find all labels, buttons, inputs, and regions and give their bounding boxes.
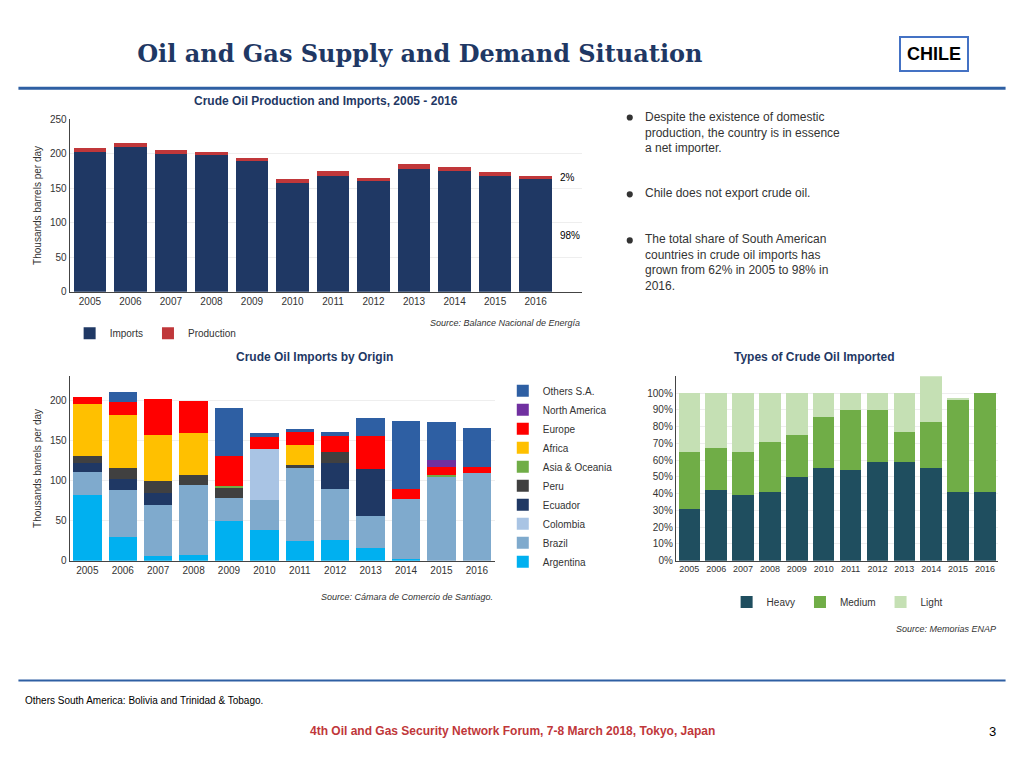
- svg-text:Argentina: Argentina: [543, 557, 586, 568]
- svg-text:250: 250: [50, 114, 67, 125]
- svg-text:Oil and Gas Supply and Demand: Oil and Gas Supply and Demand Situation: [137, 39, 702, 68]
- svg-text:2007: 2007: [160, 296, 183, 307]
- svg-text:2015: 2015: [948, 564, 968, 574]
- svg-text:2013: 2013: [360, 565, 383, 576]
- svg-text:Types of Crude Oil Imported: Types of Crude Oil Imported: [734, 350, 894, 364]
- svg-text:2007: 2007: [147, 565, 170, 576]
- svg-text:30%: 30%: [653, 505, 673, 516]
- svg-text:2016: 2016: [466, 565, 489, 576]
- svg-text:2008: 2008: [182, 565, 205, 576]
- svg-text:2%: 2%: [560, 172, 575, 183]
- svg-text:0: 0: [61, 286, 67, 297]
- svg-text:2013: 2013: [894, 564, 914, 574]
- svg-text:Colombia: Colombia: [543, 519, 586, 530]
- svg-text:20%: 20%: [653, 522, 673, 533]
- svg-text:Peru: Peru: [543, 481, 564, 492]
- svg-text:4th Oil and Gas Security Netwo: 4th Oil and Gas Security Network Forum, …: [310, 724, 715, 738]
- svg-text:2012: 2012: [362, 296, 385, 307]
- svg-text:50%: 50%: [653, 471, 673, 482]
- svg-text:2009: 2009: [218, 565, 241, 576]
- svg-text:North America: North America: [543, 405, 607, 416]
- svg-text:Brazil: Brazil: [543, 538, 568, 549]
- svg-text:2005: 2005: [79, 296, 102, 307]
- svg-text:70%: 70%: [653, 438, 673, 449]
- svg-text:150: 150: [50, 183, 67, 194]
- svg-text:50: 50: [56, 515, 68, 526]
- svg-text:2014: 2014: [443, 296, 466, 307]
- svg-text:Despite the existence of domes: Despite the existence of domesticproduct…: [645, 110, 840, 155]
- svg-text:2012: 2012: [867, 564, 887, 574]
- svg-text:2011: 2011: [289, 565, 311, 576]
- svg-text:2005: 2005: [679, 564, 699, 574]
- svg-text:Ecuador: Ecuador: [543, 500, 581, 511]
- svg-text:2011: 2011: [841, 564, 860, 574]
- svg-text:2016: 2016: [975, 564, 995, 574]
- svg-text:Production: Production: [188, 328, 236, 339]
- svg-text:CHILE: CHILE: [907, 44, 961, 64]
- svg-text:Chile does not export crude oi: Chile does not export crude oil.: [645, 186, 810, 200]
- svg-text:60%: 60%: [653, 455, 673, 466]
- svg-text:The total share of South Ameri: The total share of South Americancountri…: [645, 232, 828, 293]
- svg-text:150: 150: [50, 435, 67, 446]
- svg-text:Source: Cámara de Comercio de: Source: Cámara de Comercio de Santiago.: [321, 592, 493, 602]
- svg-text:2006: 2006: [706, 564, 726, 574]
- svg-text:200: 200: [50, 395, 67, 406]
- svg-text:Thousands barrels per day: Thousands barrels per day: [32, 146, 43, 265]
- svg-text:2007: 2007: [733, 564, 753, 574]
- svg-text:2011: 2011: [322, 296, 344, 307]
- svg-text:Medium: Medium: [840, 597, 876, 608]
- svg-text:2015: 2015: [430, 565, 453, 576]
- svg-text:2008: 2008: [200, 296, 223, 307]
- svg-text:2006: 2006: [112, 565, 135, 576]
- svg-text:2009: 2009: [787, 564, 807, 574]
- svg-text:2014: 2014: [395, 565, 418, 576]
- svg-text:10%: 10%: [653, 538, 673, 549]
- svg-text:Heavy: Heavy: [767, 597, 795, 608]
- svg-text:Crude Oil Imports by Origin: Crude Oil Imports by Origin: [236, 350, 393, 364]
- svg-text:80%: 80%: [653, 421, 673, 432]
- svg-text:90%: 90%: [653, 404, 673, 415]
- svg-text:Others South America: Bolivia: Others South America: Bolivia and Trinid…: [25, 695, 263, 706]
- svg-text:2010: 2010: [814, 564, 834, 574]
- svg-text:Imports: Imports: [110, 328, 143, 339]
- svg-text:40%: 40%: [653, 488, 673, 499]
- svg-text:3: 3: [989, 724, 996, 739]
- svg-text:2016: 2016: [525, 296, 548, 307]
- svg-text:Crude Oil Production and Impor: Crude Oil Production and Imports, 2005 -…: [194, 94, 458, 108]
- svg-text:100: 100: [50, 475, 67, 486]
- svg-text:2015: 2015: [484, 296, 507, 307]
- svg-text:100%: 100%: [647, 388, 673, 399]
- svg-text:Others S.A.: Others S.A.: [543, 386, 595, 397]
- svg-text:2014: 2014: [921, 564, 941, 574]
- svg-text:Africa: Africa: [543, 443, 569, 454]
- svg-text:2005: 2005: [76, 565, 99, 576]
- svg-text:2009: 2009: [241, 296, 264, 307]
- svg-text:2006: 2006: [119, 296, 142, 307]
- svg-text:2008: 2008: [760, 564, 780, 574]
- svg-text:98%: 98%: [560, 230, 580, 241]
- svg-text:2012: 2012: [324, 565, 347, 576]
- svg-text:Source: Balance Nacional de En: Source: Balance Nacional de Energía: [430, 318, 580, 328]
- svg-text:0%: 0%: [658, 555, 673, 566]
- svg-text:2013: 2013: [403, 296, 426, 307]
- svg-text:Source: Memorias ENAP: Source: Memorias ENAP: [896, 624, 996, 634]
- svg-text:0: 0: [61, 555, 67, 566]
- svg-text:50: 50: [56, 252, 68, 263]
- svg-text:Europe: Europe: [543, 424, 576, 435]
- svg-text:Thousands barrels per day: Thousands barrels per day: [32, 409, 43, 528]
- svg-text:2010: 2010: [253, 565, 276, 576]
- svg-text:100: 100: [50, 217, 67, 228]
- svg-text:200: 200: [50, 148, 67, 159]
- svg-text:2010: 2010: [281, 296, 304, 307]
- svg-text:Asia & Oceania: Asia & Oceania: [543, 462, 612, 473]
- svg-text:Light: Light: [921, 597, 943, 608]
